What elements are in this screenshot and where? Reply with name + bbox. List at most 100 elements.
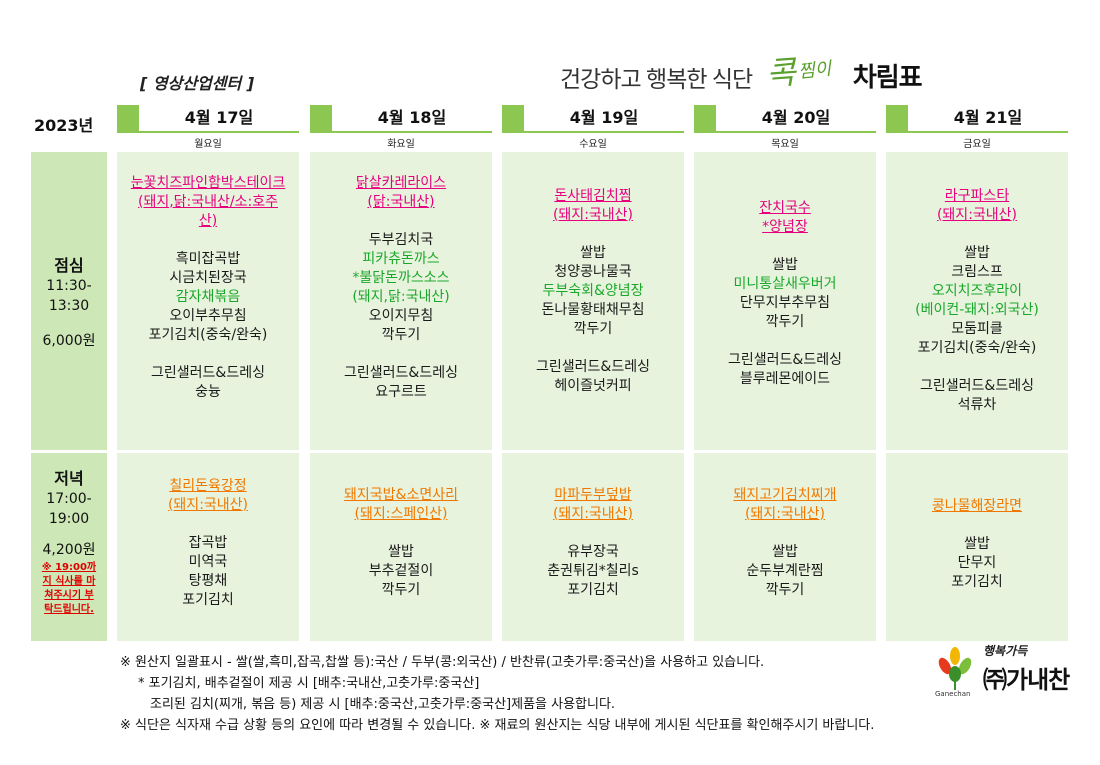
date-marker: [886, 105, 908, 131]
spacer: [886, 225, 1068, 244]
date-header: 4월 18일: [310, 105, 492, 131]
spacer: [886, 358, 1068, 377]
dinner-time-start: 17:00-: [46, 491, 92, 507]
lunch-side-dish: 포기김치(중숙/완숙): [148, 327, 268, 343]
dinner-note: ※ 19:00까 지 식사를 마 쳐주시기 부 탁드립니다.: [41, 562, 97, 615]
dinner-menu-cell: 돼지고기김치찌개 (돼지:국내산) 쌀밥 순두부계란찜 깍두기: [694, 453, 876, 641]
dinner-price: 4,200원: [42, 542, 96, 558]
lunch-side-dish: 깍두기: [381, 327, 421, 343]
lunch-menu-cell: 라구파스타 (돼지:국내산) 쌀밥 크림스프 오지치즈후라이 (베이컨-돼지:외국산) 모둠…: [886, 152, 1068, 450]
menu-title: 건강하고 행복한 식단 콕 찜이 차림표: [560, 34, 923, 94]
dinner-main-dish: (돼지:스페인산): [354, 506, 448, 522]
date-underline: [886, 131, 1068, 133]
spacer: [694, 524, 876, 543]
dinner-side-dish: 춘권튀김*칠리s: [547, 563, 639, 579]
date-header: 4월 19일: [502, 105, 684, 131]
dinner-side-dish: 단무지: [957, 555, 997, 571]
dinner-side-dish: 포기김치: [951, 574, 1003, 590]
dinner-side-dish: 쌀밥: [772, 544, 798, 560]
title-brand-sub: 찜이: [796, 58, 832, 83]
dinner-side-dish: 미역국: [188, 554, 228, 570]
lunch-main-dish: (돼지,닭:국내산/소:호주: [138, 194, 278, 210]
date-label: 4월 18일: [377, 108, 447, 127]
spacer: [502, 225, 684, 244]
lunch-side-dish: 쌀밥: [964, 245, 990, 261]
date-marker: [502, 105, 524, 131]
date-label: 4월 21일: [953, 108, 1023, 127]
lunch-special-dish: *불닭돈까스소스: [352, 270, 450, 286]
spacer: [117, 345, 299, 364]
lunch-side-dish: 시금치된장국: [169, 270, 247, 286]
spacer: [502, 524, 684, 543]
date-underline: [117, 131, 299, 133]
lunch-side-dish: 깍두기: [573, 321, 613, 337]
dinner-menu-cell: 콩나물해장라면 쌀밥 단무지 포기김치: [886, 453, 1068, 641]
title-brand-main: 콕: [765, 53, 798, 93]
dinner-side-dish: 깍두기: [381, 582, 421, 598]
dinner-main-dish: 마파두부덮밥: [554, 487, 632, 503]
lunch-time-start: 11:30-: [46, 278, 92, 294]
weekday-label: 금요일: [963, 139, 991, 150]
lunch-side-dish: 두부김치국: [368, 232, 434, 248]
spacer: [117, 231, 299, 250]
dinner-side-dish: 포기김치: [567, 582, 619, 598]
note-origin: ※ 원산지 일괄표시 - 쌀(쌀,흑미,잡곡,찹쌀 등):국산 / 두부(콩:외…: [120, 655, 765, 670]
lunch-time-end: 13:30: [48, 298, 90, 314]
lunch-extra-item: 그린샐러드&드레싱: [536, 359, 650, 375]
dinner-main-dish: 돼지고기김치찌개: [733, 487, 837, 503]
lunch-extra-item: 그린샐러드&드레싱: [151, 365, 265, 381]
date-marker: [117, 105, 139, 131]
lunch-special-dish: 두부숙회&양념장: [542, 283, 644, 299]
lunch-main-dish: (돼지:국내산): [552, 207, 634, 223]
lunch-main-dish: 돈사태김치찜: [554, 188, 632, 204]
notes: ※ 원산지 일괄표시 - 쌀(쌀,흑미,잡곡,찹쌀 등):국산 / 두부(콩:외…: [120, 652, 874, 736]
lunch-special-dish: (베이컨-돼지:외국산): [915, 302, 1039, 318]
spacer: [310, 524, 492, 543]
weekday-label: 수요일: [579, 139, 607, 150]
lunch-extra-item: 그린샐러드&드레싱: [920, 378, 1034, 394]
date-label: 4월 20일: [761, 108, 831, 127]
dinner-name: 저녁: [54, 469, 84, 488]
dinner-main-dish: (돼지:국내산): [744, 506, 826, 522]
note-kimchi: * 포기김치, 배추겉절이 제공 시 [배추:국내산,고춧가루:중국산]: [138, 676, 480, 691]
lunch-side-dish: 오이지무침: [368, 308, 434, 324]
dinner-menu-cell: 칠리돈육강정 (돼지:국내산) 잡곡밥 미역국 탕평채 포기김치: [117, 453, 299, 641]
dinner-main-dish: 칠리돈육강정: [169, 478, 247, 494]
lunch-side-dish: 흑미잡곡밥: [175, 251, 241, 267]
spacer: [310, 212, 492, 231]
lunch-extra-item: 블루레몬에이드: [739, 371, 831, 387]
lunch-side-dish: 모둠피클: [951, 321, 1003, 337]
lunch-main-dish: 잔치국수: [759, 200, 811, 216]
lunch-main-dish: 산): [198, 213, 218, 229]
title-label: 차림표: [852, 63, 923, 93]
lunch-special-dish: 감자채볶음: [175, 289, 241, 305]
lunch-main-dish: 라구파스타: [944, 188, 1010, 204]
dinner-side-dish: 유부장국: [567, 544, 619, 560]
dinner-side-dish: 순두부계란찜: [746, 563, 824, 579]
date-marker: [310, 105, 332, 131]
weekday-label: 월요일: [194, 139, 222, 150]
date-underline: [502, 131, 684, 133]
date-label: 4월 17일: [184, 108, 254, 127]
lunch-special-dish: (돼지,닭:국내산): [352, 289, 450, 305]
lunch-menu-cell: 닭살카레라이스 (닭:국내산) 두부김치국 피카츄돈까스 *불닭돈까스소스 (돼지,닭:국…: [310, 152, 492, 450]
lunch-main-dish: 눈꽃치즈파인함박스테이크: [130, 175, 286, 191]
lunch-price: 6,000원: [42, 333, 96, 349]
dinner-main-dish: (돼지:국내산): [552, 506, 634, 522]
spacer: [886, 516, 1068, 535]
dinner-side-dish: 쌀밥: [964, 536, 990, 552]
lunch-extra-item: 숭늉: [195, 384, 221, 400]
dinner-main-dish: 돼지국밥&소면사리: [344, 487, 458, 503]
lunch-menu-cell: 돈사태김치찜 (돼지:국내산) 쌀밥 청양콩나물국 두부숙회&양념장 돈나물황태채무침 깍두…: [502, 152, 684, 450]
note-change: ※ 식단은 식자재 수급 상황 등의 요인에 따라 변경될 수 있습니다. ※ …: [120, 718, 875, 733]
lunch-main-dish: 닭살카레라이스: [355, 175, 447, 191]
lunch-extra-item: 그린샐러드&드레싱: [728, 352, 842, 368]
spacer: [310, 345, 492, 364]
logo-tiny-text: Ganechan: [935, 690, 971, 698]
lunch-side-dish: 단무지부추무침: [739, 295, 831, 311]
date-label: 4월 19일: [569, 108, 639, 127]
lunch-special-dish: 미니통살새우버거: [733, 276, 837, 292]
spacer: [694, 237, 876, 256]
